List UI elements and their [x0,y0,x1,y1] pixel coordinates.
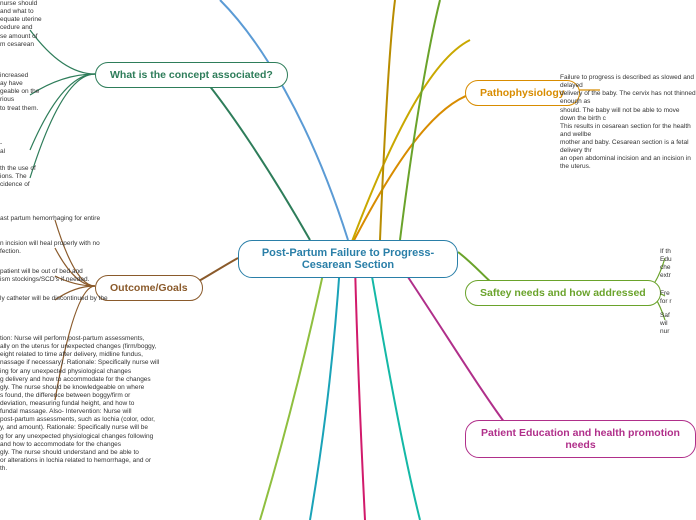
note-safety-note3: Saf wil nur [660,312,696,336]
note-outcome-note2: n incision will heal properly with no fe… [0,240,150,256]
note-safety-note2: Fre for r [660,290,696,306]
center-node[interactable]: Post-Partum Failure to Progress- Cesarea… [238,240,458,278]
note-outcome-note5: tion: Nurse will perform post-partum ass… [0,335,185,473]
branch-concept[interactable]: What is the concept associated? [95,62,288,88]
branch-education[interactable]: Patient Education and health promotion n… [465,420,696,458]
note-safety-note1: If th Edu che extr [660,248,696,281]
note-concept-note3: - al [0,140,95,156]
note-concept-note4: th the use of ions. The cidence of [0,165,95,189]
note-outcome-note1: ast partum hemorrhaging for entire [0,215,150,223]
note-concept-note2: increased ay have geable on the rious to… [0,72,95,113]
note-outcome-note3: patient will be out of bed and ism stock… [0,268,150,284]
note-concept-note1: nurse should and what to equate uterine … [0,0,95,49]
branch-safety[interactable]: Saftey needs and how addressed [465,280,661,306]
note-patho-note: Failure to progress is described as slow… [560,74,696,172]
note-outcome-note4: ly catheter will be discontinued by the [0,295,150,303]
